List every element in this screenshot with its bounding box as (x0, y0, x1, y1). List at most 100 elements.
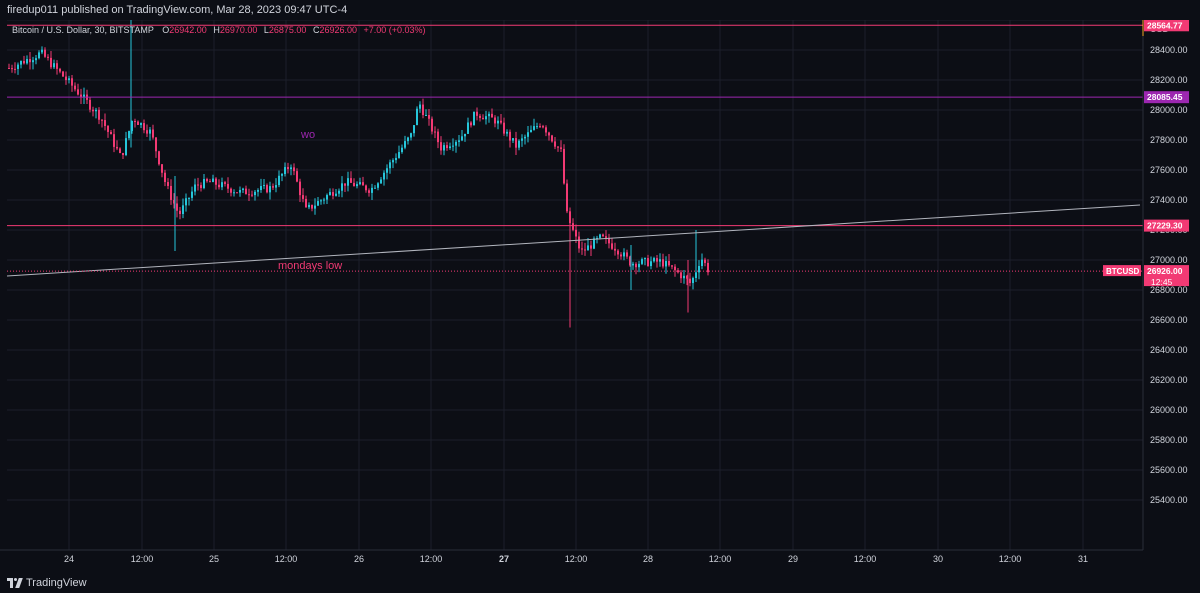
candle-body (131, 120, 133, 132)
candle-body (191, 191, 193, 198)
legend-c-value: 26926.00 (319, 25, 357, 35)
candle-body (284, 167, 286, 175)
candle-body (8, 68, 10, 69)
candle-body (482, 117, 484, 120)
candle-body (413, 125, 415, 134)
candle-body (473, 111, 475, 126)
candle-body (263, 185, 265, 187)
candle-body (620, 254, 622, 257)
time-axis[interactable]: 24 12:00 25 12:00 26 12:00 27 12:00 28 12:00 29 12:… (64, 554, 1088, 564)
candle-body (488, 113, 490, 117)
price-tick: 27600.00 (1150, 165, 1188, 175)
time-label: 12:00 (565, 554, 588, 564)
candle-body (26, 59, 28, 64)
candle-body (500, 120, 502, 123)
candle-body (311, 204, 313, 209)
time-label: 12:00 (709, 554, 732, 564)
current-price-tag (1144, 265, 1189, 287)
candle-body (593, 238, 595, 249)
candle-body (425, 115, 427, 117)
candle-body (242, 188, 244, 190)
candle-body (437, 131, 439, 143)
candle-body (218, 184, 220, 188)
time-label: 12:00 (420, 554, 443, 564)
candle-body (419, 104, 421, 109)
candle-body (653, 258, 655, 262)
candle-body (38, 52, 40, 59)
legend-o-value: 26942.00 (169, 25, 207, 35)
candle-body (491, 113, 493, 118)
candle-body (344, 183, 346, 186)
candle-body (551, 135, 553, 142)
time-label: 31 (1078, 554, 1088, 564)
price-chart[interactable]: wo mondays low Bitcoin / U.S. Dollar, 30… (0, 12, 1200, 573)
candle-body (644, 258, 646, 260)
candle-body (122, 153, 124, 156)
candle-body (143, 123, 145, 131)
candle-body (71, 78, 73, 86)
candle-body (449, 146, 451, 149)
candle-body (329, 192, 331, 196)
candle-body (56, 63, 58, 69)
price-tick: 25600.00 (1150, 465, 1188, 475)
candle-body (146, 130, 148, 134)
candle-body (386, 168, 388, 173)
candle-body (266, 185, 268, 193)
level-tag-text: 28564.77 (1147, 20, 1183, 30)
trend-line[interactable] (6, 204, 1141, 277)
candle-body (44, 49, 46, 57)
time-label: 27 (499, 554, 509, 564)
candle-body (485, 116, 487, 120)
candle-body (89, 99, 91, 110)
tradingview-logo[interactable]: TradingView (7, 575, 87, 591)
candle-body (446, 145, 448, 149)
symbol-legend[interactable]: Bitcoin / U.S. Dollar, 30, BITSTAMP O269… (12, 25, 426, 35)
candle-body (692, 278, 694, 284)
candle-body (287, 167, 289, 170)
candle-body (431, 118, 433, 132)
candle-body (611, 243, 613, 249)
candle-body (392, 160, 394, 163)
candle-body (62, 71, 64, 77)
candle-body (59, 68, 61, 72)
candle-body (521, 138, 523, 141)
candle-body (515, 138, 517, 148)
candle-body (248, 194, 250, 196)
price-tick: 26200.00 (1150, 375, 1188, 385)
candle-body (566, 183, 568, 212)
candle-body (209, 181, 211, 183)
candle-body (461, 136, 463, 141)
candle-body (602, 234, 604, 237)
price-tick: 28400.00 (1150, 45, 1188, 55)
candle-body (638, 263, 640, 268)
candle-body (152, 129, 154, 138)
candle-body (455, 141, 457, 146)
candle-body (404, 141, 406, 148)
time-label: 30 (933, 554, 943, 564)
candle-body (101, 119, 103, 121)
candle-body (608, 237, 610, 244)
candle-body (398, 152, 400, 158)
candle-body (77, 89, 79, 95)
candle-body (338, 190, 340, 194)
candle-body (623, 252, 625, 257)
candle-body (389, 162, 391, 169)
candle-body (536, 126, 538, 128)
candle-body (137, 121, 139, 125)
candle-body (365, 185, 367, 191)
chart-pane[interactable]: wo mondays low Bitcoin / U.S. Dollar, 30… (0, 12, 1200, 573)
legend-o-label: O (162, 25, 169, 35)
candle-body (368, 190, 370, 193)
candle-body (371, 187, 373, 193)
candle-body (599, 234, 601, 238)
candle-body (668, 261, 670, 266)
current-price-text: 26926.00 (1147, 266, 1183, 276)
candle-body (434, 131, 436, 133)
candle-body (707, 262, 709, 273)
price-tick: 28000.00 (1150, 105, 1188, 115)
horizontal-levels[interactable] (7, 24, 1143, 227)
publish-text: firedup011 published on TradingView.com,… (7, 4, 348, 16)
candle-body (320, 200, 322, 202)
candle-body (350, 178, 352, 183)
candle-body (458, 140, 460, 142)
